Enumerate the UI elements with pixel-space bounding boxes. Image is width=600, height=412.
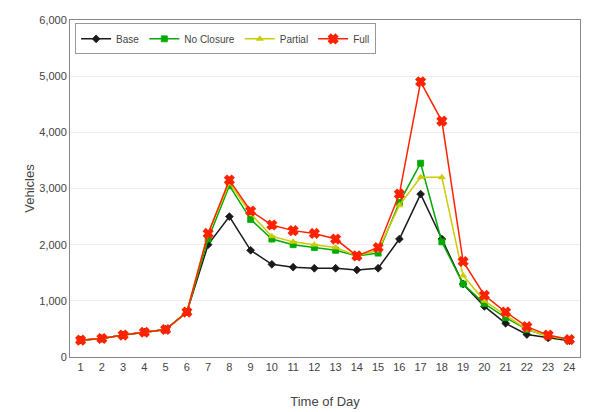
svg-text:12: 12	[308, 361, 320, 373]
svg-text:6,000: 6,000	[39, 14, 67, 26]
svg-text:Partial: Partial	[280, 34, 308, 45]
svg-text:4,000: 4,000	[39, 126, 67, 138]
svg-text:5: 5	[163, 361, 169, 373]
svg-text:3: 3	[120, 361, 126, 373]
svg-text:8: 8	[226, 361, 232, 373]
svg-text:22: 22	[521, 361, 533, 373]
svg-text:0: 0	[61, 351, 67, 363]
svg-text:5,000: 5,000	[39, 70, 67, 82]
svg-text:13: 13	[330, 361, 342, 373]
svg-text:11: 11	[287, 361, 298, 373]
svg-text:3,000: 3,000	[39, 182, 67, 194]
svg-text:14: 14	[351, 361, 363, 373]
svg-text:24: 24	[563, 361, 575, 373]
svg-text:No Closure: No Closure	[184, 34, 234, 45]
svg-text:Vehicles: Vehicles	[22, 164, 37, 213]
svg-text:20: 20	[478, 361, 490, 373]
svg-text:9: 9	[248, 361, 254, 373]
svg-text:4: 4	[141, 361, 147, 373]
svg-text:7: 7	[205, 361, 211, 373]
svg-text:16: 16	[393, 361, 405, 373]
svg-text:19: 19	[457, 361, 469, 373]
svg-text:18: 18	[436, 361, 448, 373]
svg-text:15: 15	[372, 361, 384, 373]
svg-text:10: 10	[266, 361, 278, 373]
svg-text:Full: Full	[353, 34, 369, 45]
svg-text:Base: Base	[116, 34, 139, 45]
svg-text:Time of Day: Time of Day	[290, 394, 360, 409]
svg-text:17: 17	[415, 361, 427, 373]
svg-text:2,000: 2,000	[39, 239, 67, 251]
svg-text:2: 2	[99, 361, 105, 373]
svg-text:1,000: 1,000	[39, 295, 67, 307]
svg-text:6: 6	[184, 361, 190, 373]
svg-text:1: 1	[78, 361, 84, 373]
svg-text:23: 23	[542, 361, 554, 373]
svg-text:21: 21	[500, 361, 512, 373]
